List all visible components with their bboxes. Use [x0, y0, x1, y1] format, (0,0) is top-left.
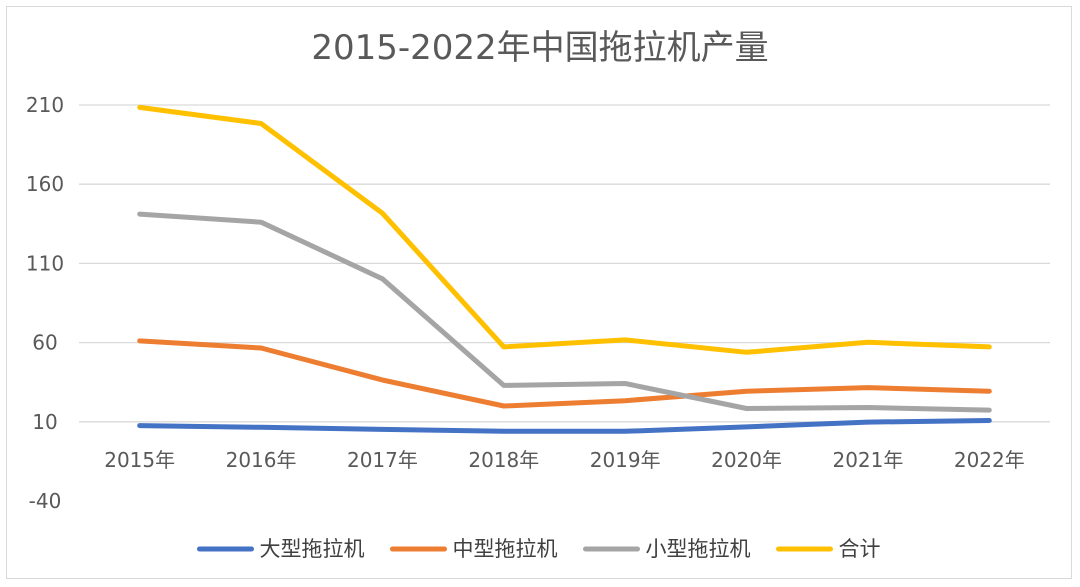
- legend-label: 大型拖拉机: [260, 537, 365, 561]
- x-tick-label: 2021年: [832, 448, 903, 472]
- series-line: [137, 418, 992, 434]
- y-axis-ticks: -40 10 60 110 160 210: [26, 93, 64, 513]
- x-tick-label: 2015年: [104, 448, 175, 472]
- series-line: [137, 104, 992, 355]
- y-tick-label: -40: [29, 489, 62, 513]
- series-lines: [137, 104, 992, 434]
- y-tick-label: 210: [26, 93, 64, 117]
- x-axis-ticks: 2015年 2016年 2017年 2018年 2019年 2020年 2021年 2022年: [104, 448, 1025, 472]
- chart-frame: 2015-2022年中国拖拉机产量 -40 10 60 110 160 210 2015年…: [6, 6, 1072, 579]
- x-tick-label: 2018年: [468, 448, 539, 472]
- x-tick-label: 2017年: [347, 448, 418, 472]
- x-tick-label: 2019年: [590, 448, 661, 472]
- line-chart: 2015-2022年中国拖拉机产量 -40 10 60 110 160 210 2015年…: [26, 28, 1050, 561]
- x-tick-label: 2020年: [711, 448, 782, 472]
- y-tick-label: 60: [32, 331, 57, 355]
- legend-label: 中型拖拉机: [453, 537, 558, 561]
- legend-label: 合计: [839, 537, 881, 561]
- series-line: [137, 338, 992, 409]
- y-tick-label: 160: [26, 172, 64, 196]
- x-tick-label: 2022年: [954, 448, 1025, 472]
- y-tick-label: 10: [32, 410, 57, 434]
- series-line: [137, 211, 992, 413]
- legend: 大型拖拉机 中型拖拉机 小型拖拉机 合计: [197, 537, 881, 561]
- y-tick-label: 110: [26, 251, 64, 275]
- gridlines: [79, 104, 1050, 423]
- chart-title: 2015-2022年中国拖拉机产量: [311, 28, 768, 68]
- legend-label: 小型拖拉机: [646, 537, 751, 561]
- x-tick-label: 2016年: [226, 448, 297, 472]
